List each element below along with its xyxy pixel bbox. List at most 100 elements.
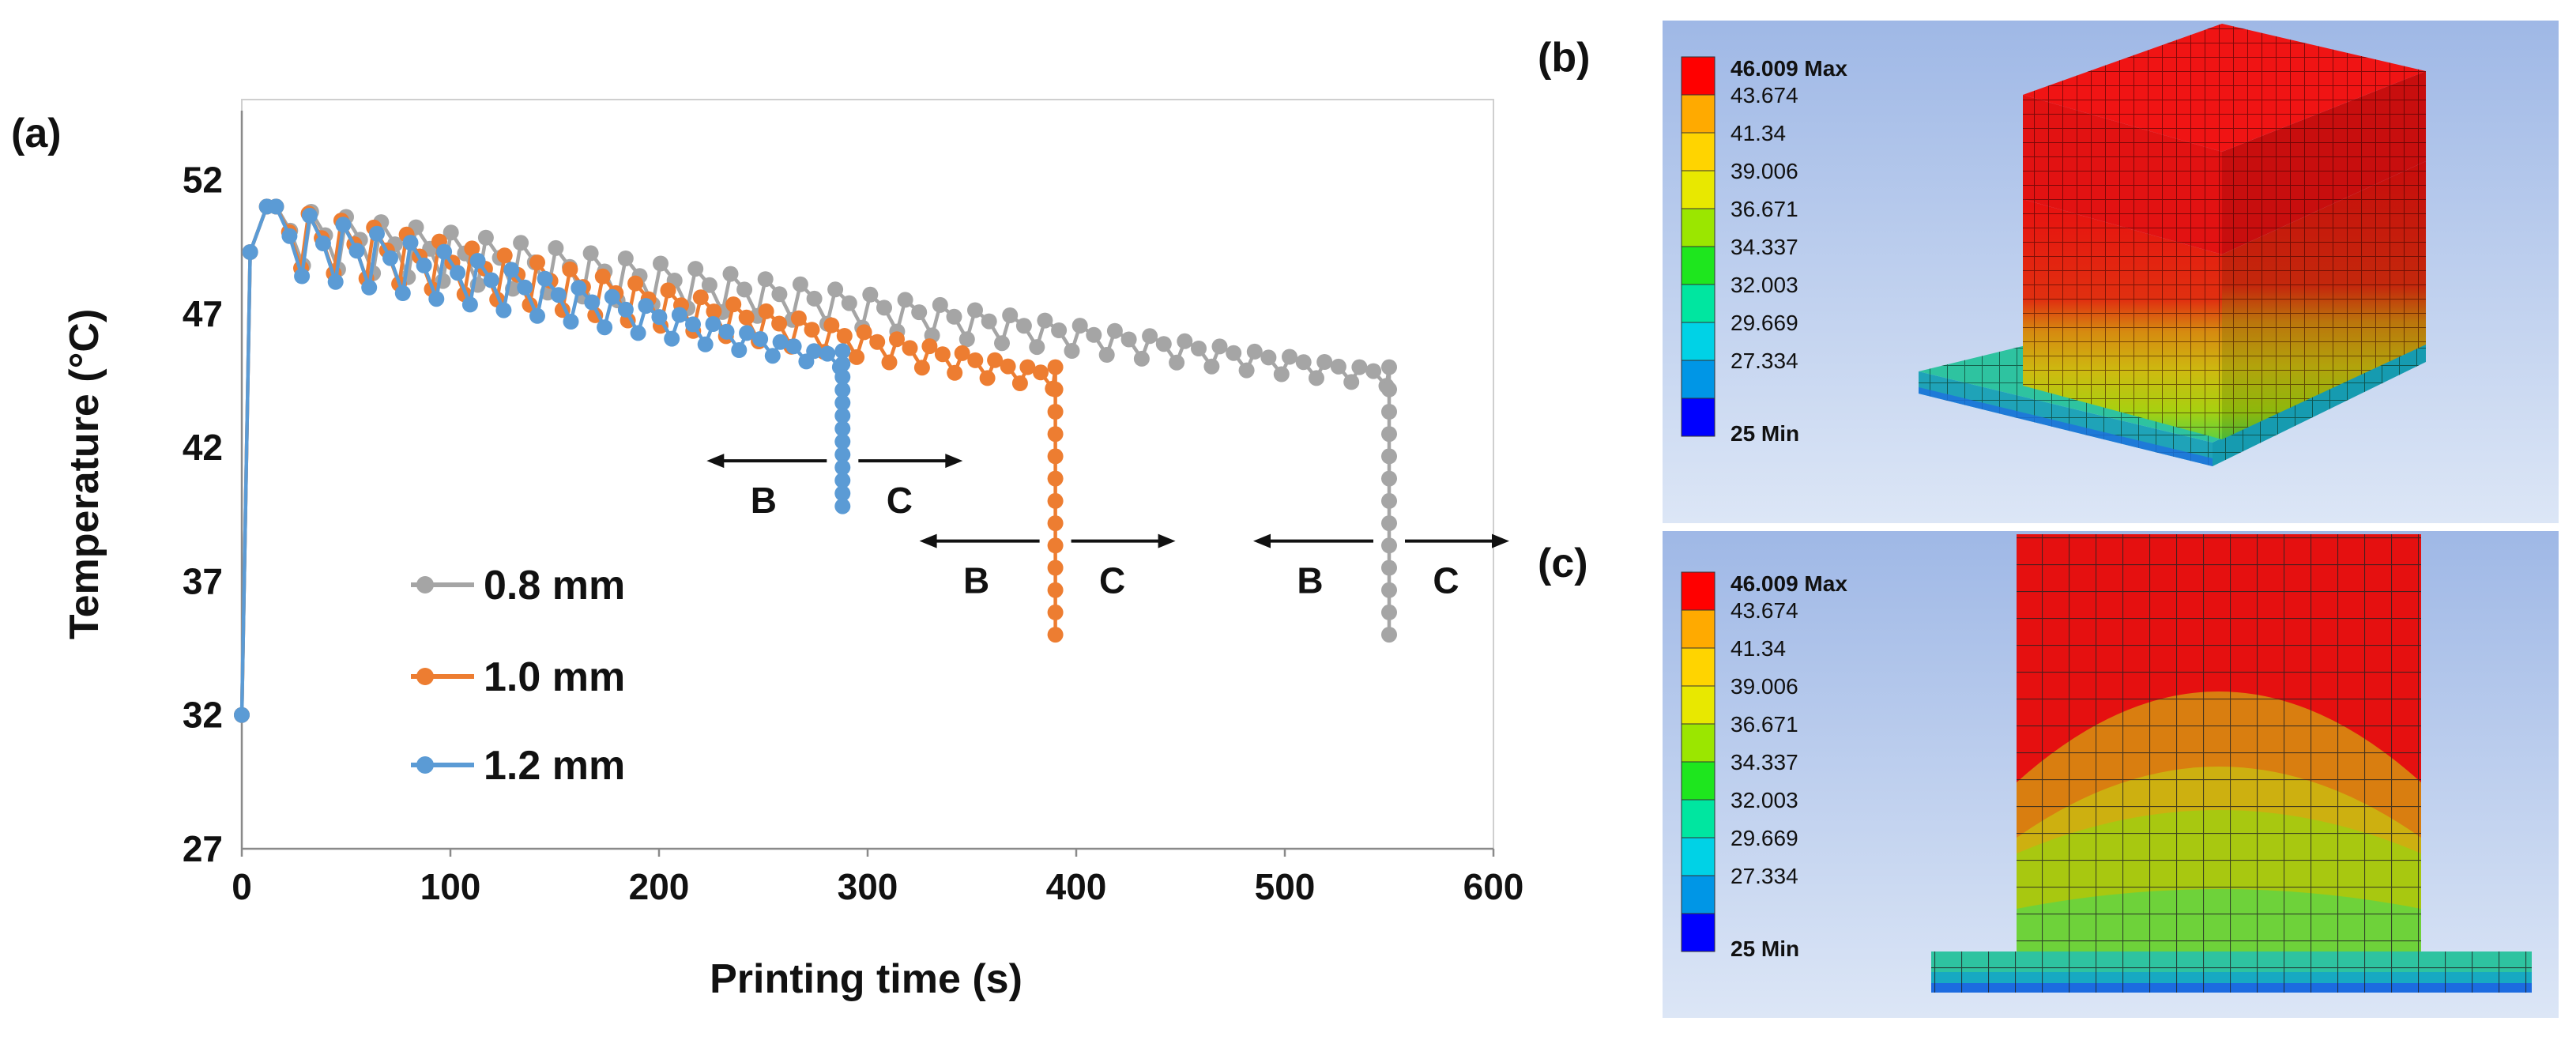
colorbar-label: 39.006	[1731, 674, 1798, 699]
data-point	[967, 352, 984, 368]
data-point	[834, 343, 851, 360]
series-line-0-8-mm	[239, 205, 1392, 715]
data-point	[881, 354, 898, 371]
colorbar-swatch	[1681, 799, 1715, 838]
data-point	[361, 279, 378, 296]
data-point	[562, 261, 578, 277]
x-tick-group: 0 100 200 300 400 500 600	[232, 849, 1523, 907]
data-point	[1169, 354, 1185, 371]
data-point	[856, 324, 872, 341]
arrow-head-right	[1492, 533, 1509, 548]
data-point	[1203, 358, 1220, 375]
data-point	[981, 313, 997, 330]
data-point	[416, 257, 432, 273]
y-tick-label: 52	[183, 160, 223, 201]
colorbar-swatch	[1681, 685, 1715, 725]
data-point	[1381, 627, 1397, 643]
data-point	[697, 336, 714, 352]
colorbar-swatch	[1681, 398, 1715, 437]
x-tick-label: 300	[838, 866, 898, 907]
data-point	[1343, 374, 1360, 390]
data-point	[819, 345, 836, 362]
data-point	[827, 281, 844, 298]
data-point	[469, 253, 486, 269]
y-tick-label: 37	[183, 560, 223, 601]
data-point	[722, 266, 739, 282]
colorbar-label: 46.009 Max	[1731, 56, 1847, 81]
panel-label-b: (b)	[1538, 35, 1590, 81]
data-point	[862, 286, 879, 303]
data-point	[1047, 426, 1064, 443]
data-point	[1381, 404, 1397, 420]
data-point	[823, 317, 840, 333]
data-point	[958, 331, 975, 348]
data-point	[1015, 318, 1032, 334]
data-point	[718, 323, 735, 340]
data-point	[834, 394, 851, 411]
data-point	[1381, 515, 1397, 532]
data-point	[725, 296, 742, 313]
data-point	[1106, 322, 1123, 339]
data-point	[594, 268, 611, 284]
colorbar-swatch	[1681, 208, 1715, 247]
data-point	[1047, 560, 1064, 576]
data-point	[921, 338, 938, 355]
legend-label-1-0mm: 1.0 mm	[484, 654, 625, 700]
data-point	[932, 296, 948, 313]
data-point	[268, 198, 284, 215]
data-point	[301, 207, 318, 224]
colorbar-label: 43.674	[1731, 598, 1798, 623]
data-point	[758, 303, 774, 319]
colorbar-swatch	[1681, 913, 1715, 952]
data-point	[597, 319, 613, 336]
data-point	[1047, 582, 1064, 598]
data-point	[1316, 354, 1333, 370]
data-point	[242, 244, 258, 260]
data-point	[1047, 448, 1064, 465]
data-point	[967, 302, 983, 318]
annotation-label-c: C	[1433, 560, 1459, 601]
data-point	[394, 285, 411, 301]
data-point	[653, 255, 668, 272]
data-point	[1381, 448, 1397, 465]
data-point	[369, 225, 385, 242]
data-point	[834, 498, 851, 514]
data-point	[1191, 341, 1207, 356]
panel-label-a: (a)	[11, 111, 62, 156]
colorbar-label: 41.34	[1731, 121, 1786, 145]
data-point	[806, 290, 823, 307]
x-tick-label: 500	[1255, 866, 1316, 907]
data-point	[483, 272, 499, 288]
data-point	[651, 309, 668, 326]
colorbar-label: 34.337	[1731, 235, 1798, 259]
data-point	[834, 472, 851, 488]
colorbar-swatch	[1681, 571, 1715, 611]
data-point	[1019, 359, 1036, 375]
data-point	[1033, 364, 1049, 381]
y-tick-label: 47	[183, 293, 223, 334]
data-point	[979, 370, 996, 386]
data-point	[1047, 381, 1064, 398]
arrow-head-left	[1253, 533, 1271, 548]
legend-marker-0-8mm	[416, 576, 434, 593]
data-point	[889, 331, 905, 348]
data-point	[638, 298, 654, 315]
data-point	[739, 325, 755, 341]
colorbar-swatch	[1681, 94, 1715, 134]
data-point	[428, 291, 445, 307]
data-point	[327, 273, 344, 290]
data-point	[1120, 331, 1137, 348]
data-point	[1330, 358, 1346, 375]
data-point	[1381, 492, 1397, 509]
arrow-head-right	[945, 454, 963, 469]
colorbar-label: 41.34	[1731, 636, 1786, 661]
legend-item-1-0mm: 1.0 mm	[411, 654, 625, 700]
annotation-group: B CB C B C	[706, 454, 1509, 601]
data-point	[1047, 470, 1064, 487]
data-point	[738, 309, 755, 326]
data-point	[1260, 349, 1277, 366]
series-group	[234, 198, 1397, 723]
data-point	[911, 304, 928, 321]
